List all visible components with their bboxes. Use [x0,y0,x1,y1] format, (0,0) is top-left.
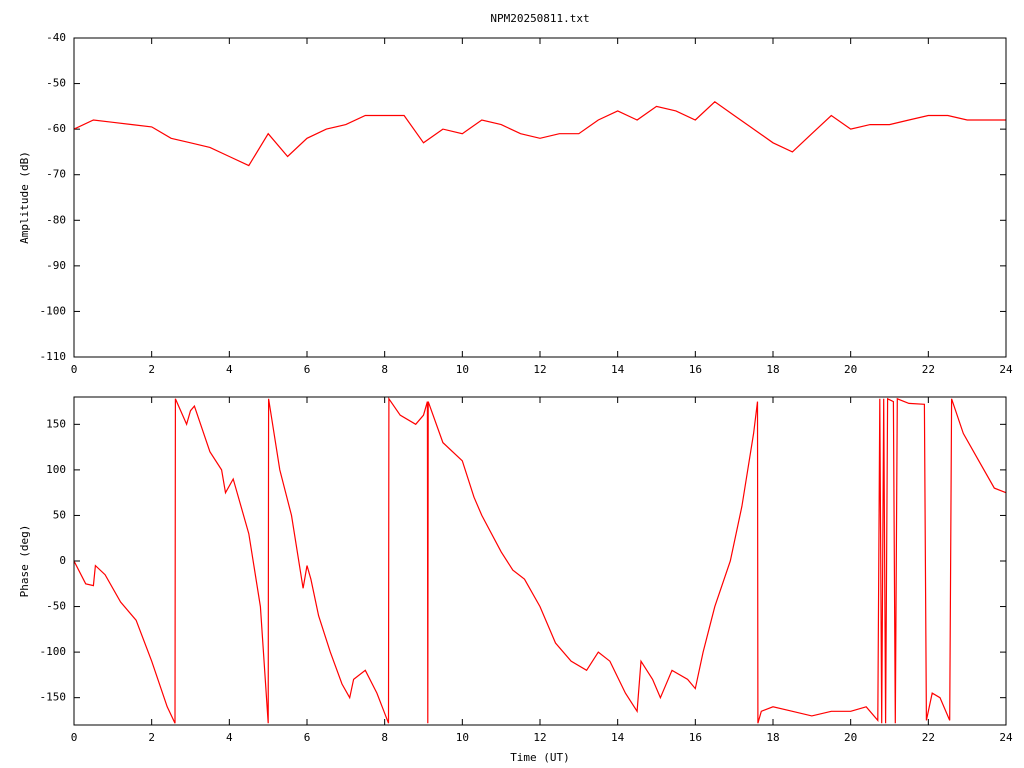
x-tick-label: 6 [304,731,311,744]
x-tick-label: 22 [922,363,935,376]
y-tick-label: -60 [46,122,66,135]
x-tick-label: 20 [844,731,857,744]
x-tick-label: 16 [689,731,702,744]
x-tick-label: 16 [689,363,702,376]
y-tick-label: -80 [46,213,66,226]
x-tick-label: 2 [148,731,155,744]
x-tick-label: 18 [766,731,779,744]
x-tick-label: 12 [533,363,546,376]
y-tick-label: 0 [59,554,66,567]
y-axis-label: Amplitude (dB) [18,151,31,244]
y-tick-label: -150 [40,691,67,704]
y-tick-label: -50 [46,600,66,613]
x-tick-label: 12 [533,731,546,744]
x-tick-label: 4 [226,731,233,744]
x-tick-label: 8 [381,363,388,376]
plot-border [73,396,1007,726]
y-tick-label: -40 [46,31,66,44]
x-tick-label: 18 [766,363,779,376]
x-tick-label: 24 [999,731,1013,744]
y-tick-label: -100 [40,645,67,658]
x-tick-label: 10 [456,731,469,744]
data-line [73,101,1006,167]
x-axis-label: Time (UT) [510,751,570,764]
x-tick-label: 0 [71,731,78,744]
x-tick-label: 14 [611,363,625,376]
y-tick-label: -110 [40,350,67,363]
x-tick-label: 6 [304,363,311,376]
y-tick-label: 100 [46,463,66,476]
x-tick-label: 24 [999,363,1013,376]
x-tick-label: 2 [148,363,155,376]
y-axis-label: Phase (deg) [18,525,31,598]
chart-title: NPM20250811.txt [490,12,589,25]
plot-border [73,37,1007,358]
x-tick-label: 0 [71,363,78,376]
y-tick-label: 50 [53,508,66,521]
x-tick-label: 20 [844,363,857,376]
x-tick-label: 14 [611,731,625,744]
y-tick-label: -50 [46,77,66,90]
y-tick-label: 150 [46,417,66,430]
y-tick-label: -70 [46,168,66,181]
data-line [73,396,1007,724]
x-tick-label: 8 [381,731,388,744]
x-tick-label: 22 [922,731,935,744]
x-tick-label: 4 [226,363,233,376]
y-tick-label: -90 [46,259,66,272]
x-tick-label: 10 [456,363,469,376]
y-tick-label: -100 [40,304,67,317]
